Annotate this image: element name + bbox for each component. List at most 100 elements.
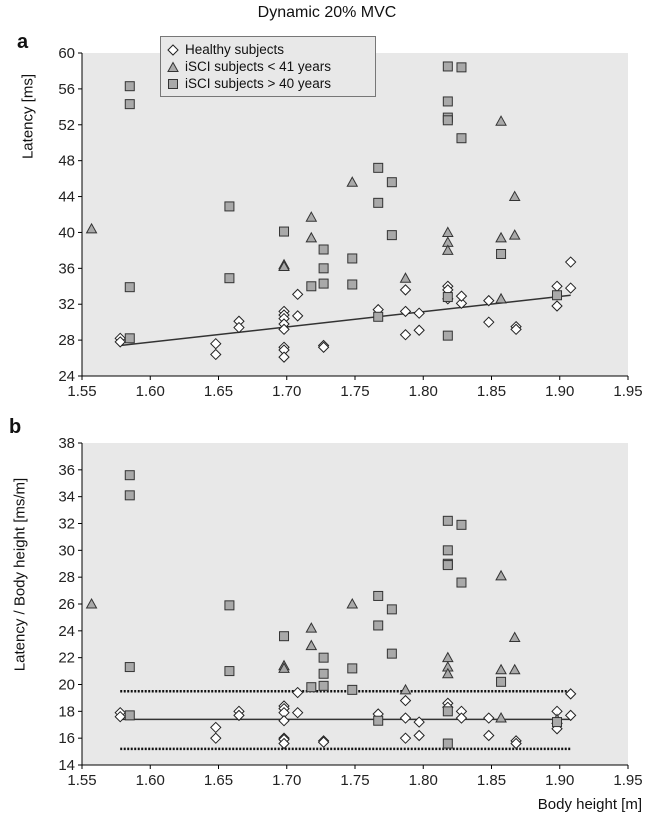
panel-a-point-isci-old — [496, 248, 507, 259]
panel-b-point-isci-old — [386, 604, 397, 615]
panel-a-point-isci-young — [508, 229, 521, 240]
panel-a-point-healthy — [278, 323, 290, 336]
panel-b-point-isci-young — [495, 569, 507, 581]
panel-a-point-isci-old — [456, 62, 467, 73]
panel-a-point-healthy — [413, 324, 425, 336]
panel-b-y-tick-label: 18 — [58, 703, 75, 720]
panel-a-point-isci-old — [124, 333, 135, 344]
panel-b-point-isci-young — [278, 662, 290, 673]
panel-b-point-isci-old — [456, 577, 467, 588]
panel-a-y-tick-label: 24 — [58, 368, 75, 385]
panel-a-point-isci-old — [318, 263, 329, 274]
panel-a-point-healthy — [399, 305, 412, 318]
panel-a-point-healthy — [291, 310, 304, 322]
panel-b-point-healthy — [233, 709, 245, 722]
panel-b-point-isci-old — [442, 738, 453, 749]
panel-b-point-isci-young — [441, 667, 454, 679]
panel-a-x-tick-label: 1.55 — [67, 383, 96, 400]
panel-a-letter: a — [17, 31, 29, 53]
panel-b-point-isci-old — [442, 545, 453, 556]
panel-b-point-isci-old — [224, 600, 235, 611]
panel-b-x-tick-label: 1.95 — [613, 772, 642, 789]
panel-b-point-isci-old — [373, 620, 384, 631]
panel-b-point-isci-old — [306, 682, 317, 693]
panel-b-point-healthy — [114, 710, 126, 723]
panel-a-point-isci-old — [373, 197, 384, 208]
panel-b-point-healthy — [210, 721, 222, 734]
panel-b-point-isci-old — [373, 715, 384, 726]
panel-a-point-healthy — [233, 321, 245, 334]
panel-b-point-isci-old — [386, 648, 397, 659]
panel-b-letter: b — [9, 416, 22, 438]
panel-b-y-tick-label: 14 — [58, 757, 75, 774]
diamond-marker-icon — [167, 43, 179, 56]
panel-a-y-tick-label: 48 — [58, 153, 75, 170]
panel-a-plot-area — [82, 53, 628, 376]
panel-a-point-isci-old — [347, 279, 358, 290]
panel-b-point-healthy — [455, 712, 468, 724]
panel-b-point-healthy — [278, 737, 290, 750]
legend: Healthy subjects iSCI subjects < 41 year… — [160, 36, 376, 97]
panel-b-point-healthy — [291, 706, 304, 719]
panel-a-point-isci-old — [386, 177, 397, 188]
panel-a-point-healthy — [510, 323, 522, 336]
panel-a-point-isci-young — [305, 211, 318, 222]
panel-b-y-tick-label: 24 — [58, 623, 75, 640]
panel-a-point-isci-young — [495, 231, 507, 243]
panel-b-point-isci-young — [85, 597, 98, 609]
panel-a-point-isci-old — [442, 330, 453, 341]
panel-b-point-isci-old — [318, 680, 329, 691]
panel-b-point-healthy — [317, 736, 330, 748]
panel-a-y-axis-label: Latency [ms] — [19, 73, 37, 160]
panel-b-x-tick-label: 1.80 — [409, 772, 438, 789]
panel-b-point-isci-old — [442, 515, 453, 526]
panel-a-point-isci-old — [442, 292, 453, 303]
panel-b-point-healthy — [413, 716, 425, 728]
panel-b-y-tick-label: 38 — [58, 435, 75, 452]
panel-b-x-tick-label: 1.75 — [340, 772, 369, 789]
panel-a-point-isci-young — [346, 176, 359, 187]
panel-a-x-tick-label: 1.85 — [477, 383, 506, 400]
panel-a-y-tick-label: 28 — [58, 332, 75, 349]
panel-b-point-healthy — [413, 729, 425, 742]
panel-a-x-tick-label: 1.95 — [613, 383, 642, 400]
panel-a-point-isci-old — [318, 278, 329, 289]
x-axis-label: Body height [m] — [537, 796, 642, 813]
panel-b-point-isci-young — [305, 639, 318, 651]
panel-a-point-isci-young — [399, 272, 412, 283]
legend-item-old: iSCI subjects > 40 years — [167, 75, 369, 92]
panel-b-y-tick-label: 30 — [58, 542, 75, 559]
panel-a-point-isci-old — [224, 273, 235, 284]
panel-b-point-isci-old — [496, 676, 507, 687]
chart-title: Dynamic 20% MVC — [257, 4, 397, 21]
panel-a-point-isci-old — [124, 282, 135, 293]
panel-a-point-healthy — [317, 341, 330, 353]
panel-b-point-healthy — [210, 732, 222, 744]
panel-a-point-isci-young — [278, 260, 290, 272]
panel-a-point-isci-old — [124, 99, 135, 110]
panel-a-point-healthy — [455, 290, 468, 302]
panel-b-x-tick-label: 1.70 — [272, 772, 301, 789]
panel-a-y-tick-label: 56 — [58, 81, 75, 98]
panel-b-point-isci-old — [318, 652, 329, 663]
panel-b-point-isci-young — [495, 663, 507, 675]
panel-a-point-isci-young — [85, 222, 98, 234]
panel-b-y-axis-label: Latency / Body height [ms/m] — [11, 477, 29, 672]
panel-a-point-healthy — [551, 300, 563, 312]
panel-b-x-tick-label: 1.60 — [136, 772, 165, 789]
panel-b-point-healthy — [278, 715, 290, 727]
legend-label-healthy: Healthy subjects — [185, 42, 285, 57]
panel-b-y-tick-label: 28 — [58, 569, 75, 586]
panel-a-point-isci-old — [442, 115, 453, 126]
panel-a-point-isci-young — [495, 115, 507, 126]
panel-b-point-healthy — [291, 686, 304, 699]
panel-b-point-isci-old — [373, 590, 384, 601]
panel-a-point-isci-old — [456, 133, 467, 144]
panel-b-x-tick-label: 1.85 — [477, 772, 506, 789]
panel-b-point-isci-old — [456, 519, 467, 530]
panel-a-x-tick-label: 1.65 — [204, 383, 233, 400]
panel-b-point-isci-old — [124, 490, 135, 501]
panel-a-point-healthy — [483, 316, 495, 328]
panel-b-point-healthy — [564, 688, 577, 700]
legend-item-healthy: Healthy subjects — [167, 41, 369, 58]
